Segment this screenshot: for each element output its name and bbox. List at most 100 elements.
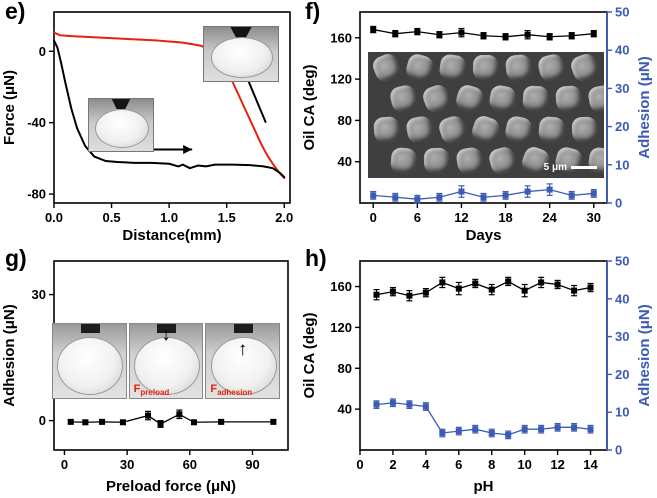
svg-text:0.5: 0.5 xyxy=(103,210,121,225)
svg-text:80: 80 xyxy=(338,361,352,376)
svg-text:Adhesion (μN): Adhesion (μN) xyxy=(636,56,653,159)
micropillar xyxy=(586,83,604,114)
svg-text:Oil CA (deg): Oil CA (deg) xyxy=(301,312,318,398)
svg-text:20: 20 xyxy=(615,119,629,134)
oil-ca-adhesion-vs-ph-chart: 0 2 4 6 8 10 12 14 40 80 120 160 0 10 20 30 40 50 pH Oil CA… xyxy=(301,254,653,496)
svg-text:1.0: 1.0 xyxy=(160,210,178,225)
micropillar xyxy=(469,113,502,146)
svg-text:0: 0 xyxy=(615,443,622,458)
oil-droplet-image xyxy=(210,336,277,396)
svg-text:10: 10 xyxy=(615,157,629,172)
svg-text:20: 20 xyxy=(615,367,629,382)
svg-text:60: 60 xyxy=(183,457,197,472)
micropillar xyxy=(571,116,598,143)
svg-text:12: 12 xyxy=(454,210,468,225)
svg-text:2: 2 xyxy=(389,457,396,472)
svg-text:10: 10 xyxy=(517,457,531,472)
scale-bar-line xyxy=(571,166,597,169)
micropillar xyxy=(487,145,518,176)
svg-text:-40: -40 xyxy=(27,115,46,130)
oil-droplet-image xyxy=(57,336,124,396)
micropillar xyxy=(453,82,486,115)
svg-text:120: 120 xyxy=(330,72,352,87)
micropillar xyxy=(537,115,566,144)
svg-text:-80: -80 xyxy=(27,187,46,202)
svg-text:Days: Days xyxy=(466,227,502,244)
micropillar xyxy=(420,82,453,115)
droplet-photo-rest xyxy=(52,323,127,399)
micropillar xyxy=(436,113,469,146)
droplet-photo-inset-mid xyxy=(88,98,154,152)
panel-letter-f: f) xyxy=(305,0,321,24)
micropillar xyxy=(389,146,418,175)
svg-text:50: 50 xyxy=(615,254,629,269)
svg-text:40: 40 xyxy=(615,43,629,58)
micropillar xyxy=(522,85,549,112)
droplet-photo-adhesion: ↑ Fadhesion xyxy=(205,323,281,399)
svg-text:10: 10 xyxy=(615,405,629,420)
svg-text:0: 0 xyxy=(61,457,68,472)
micropillar xyxy=(536,52,567,83)
svg-text:Distance(mm): Distance(mm) xyxy=(122,227,221,244)
svg-text:90: 90 xyxy=(245,457,259,472)
micropillar xyxy=(388,83,419,114)
svg-text:50: 50 xyxy=(615,5,629,20)
svg-text:pH: pH xyxy=(474,478,494,495)
micropillar xyxy=(488,84,517,113)
oil-ca-adhesion-vs-days-chart: 0 6 12 18 24 30 40 80 120 160 0 10 20 30 40 50 Days Oil C… xyxy=(301,5,653,245)
svg-text:1.5: 1.5 xyxy=(218,210,236,225)
svg-text:30: 30 xyxy=(120,457,134,472)
svg-text:Oil CA (deg): Oil CA (deg) xyxy=(301,64,318,150)
svg-text:6: 6 xyxy=(414,210,421,225)
svg-text:160: 160 xyxy=(330,30,352,45)
micropillar xyxy=(568,52,601,84)
svg-text:Preload force (μN): Preload force (μN) xyxy=(106,478,236,495)
micropillar xyxy=(438,53,467,82)
svg-text:18: 18 xyxy=(498,210,512,225)
micropillar xyxy=(503,114,534,145)
svg-text:8: 8 xyxy=(488,457,495,472)
svg-text:40: 40 xyxy=(615,291,629,306)
droplet-photo-inset-top xyxy=(203,26,279,82)
panel-g-adhesion-preload: 0 30 60 90 0 30 Preload force (μN) Adhesion (μN… xyxy=(0,245,300,498)
svg-text:40: 40 xyxy=(338,154,352,169)
panel-e-force-curve: 0.0 0.5 1.0 1.5 2.0 0 -40 -80 Distance(mm) Force … xyxy=(0,0,300,247)
micropillar xyxy=(404,114,435,145)
micropillar xyxy=(455,146,484,175)
probe-tip-image xyxy=(157,324,177,333)
svg-text:Force (μN): Force (μN) xyxy=(1,70,18,145)
scale-bar: 5 μm xyxy=(544,162,597,173)
svg-text:2.0: 2.0 xyxy=(275,210,293,225)
force-distance-chart: 0.0 0.5 1.0 1.5 2.0 0 -40 -80 Distance(mm) Force … xyxy=(1,11,293,244)
down-arrow-icon: ↓ xyxy=(161,324,171,345)
droplet-photo-preload: ↓ Fpreload xyxy=(128,323,204,399)
oil-droplet-image xyxy=(210,37,274,79)
preload-photo-strip-inset: ↓ Fpreload ↑ Fadhesion xyxy=(52,323,281,399)
svg-text:0: 0 xyxy=(39,44,46,59)
micropillar xyxy=(373,116,400,143)
adhesion-force-label: Fadhesion xyxy=(210,382,253,397)
svg-text:30: 30 xyxy=(615,329,629,344)
svg-text:0: 0 xyxy=(615,196,622,211)
micropillar xyxy=(472,54,499,81)
micropillar xyxy=(404,52,435,83)
svg-text:80: 80 xyxy=(338,113,352,128)
preload-force-label: Fpreload xyxy=(133,382,170,397)
svg-text:0: 0 xyxy=(39,413,46,428)
sem-micrograph-inset: 5 μm xyxy=(368,52,604,178)
scale-bar-label: 5 μm xyxy=(543,162,567,173)
micropillar xyxy=(370,52,403,84)
svg-text:Adhesion (μN): Adhesion (μN) xyxy=(636,304,653,407)
svg-text:6: 6 xyxy=(455,457,462,472)
adhesion-vs-preload-chart: 0 30 60 90 0 30 Preload force (μN) Adhesion (μN… xyxy=(1,260,289,495)
svg-text:0: 0 xyxy=(356,457,363,472)
svg-text:0.0: 0.0 xyxy=(45,210,63,225)
panel-letter-e: e) xyxy=(5,0,26,24)
svg-text:30: 30 xyxy=(32,287,46,302)
probe-tip-image xyxy=(233,324,253,333)
svg-text:160: 160 xyxy=(330,279,352,294)
probe-tip-image xyxy=(80,324,100,333)
svg-text:4: 4 xyxy=(422,457,430,472)
probe-tip-image xyxy=(111,99,131,110)
probe-tip-image xyxy=(230,27,252,38)
